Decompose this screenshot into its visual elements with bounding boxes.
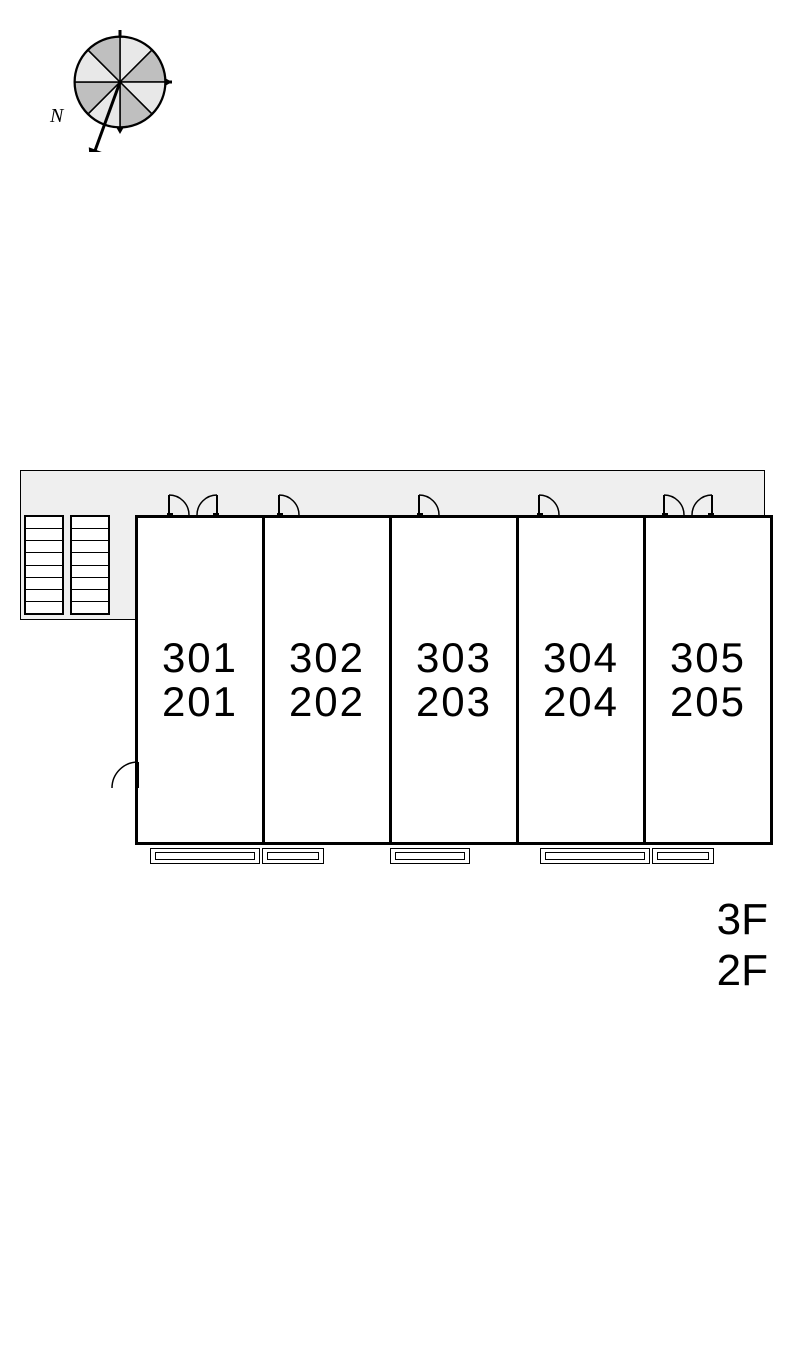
door-icon <box>415 493 445 522</box>
stair-flight <box>70 515 110 615</box>
unit-number-bottom: 202 <box>289 680 365 724</box>
balcony <box>150 848 260 864</box>
unit-cell: 302202 <box>262 515 392 845</box>
unit-number-top: 304 <box>543 636 619 680</box>
unit-number-bottom: 205 <box>670 680 746 724</box>
door-icon <box>275 493 305 522</box>
units-row: 301201302202303203304204305205 <box>135 515 773 845</box>
unit-cell: 305205 <box>643 515 773 845</box>
unit-number-bottom: 203 <box>416 680 492 724</box>
balcony <box>390 848 470 864</box>
unit-cell: 303203 <box>389 515 519 845</box>
stairs <box>24 515 110 615</box>
door-icon <box>535 493 565 522</box>
compass-n-label: N <box>49 105 65 127</box>
floor-labels: 3F2F <box>717 895 768 996</box>
compass-rose: N <box>30 22 190 157</box>
stair-flight <box>24 515 64 615</box>
balcony <box>540 848 650 864</box>
unit-number-top: 302 <box>289 636 365 680</box>
compass-icon: N <box>30 22 190 152</box>
unit-number-bottom: 201 <box>162 680 238 724</box>
unit-number-top: 305 <box>670 636 746 680</box>
door-icon <box>165 493 221 522</box>
floor-label: 3F <box>717 895 768 946</box>
unit-cell: 301201 <box>135 515 265 845</box>
unit-number-bottom: 204 <box>543 680 619 724</box>
floor-label: 2F <box>717 946 768 997</box>
door-icon <box>660 493 716 522</box>
balcony <box>262 848 324 864</box>
unit-number-top: 303 <box>416 636 492 680</box>
unit-cell: 304204 <box>516 515 646 845</box>
unit-number-top: 301 <box>162 636 238 680</box>
side-door-icon <box>110 760 142 797</box>
balcony <box>652 848 714 864</box>
